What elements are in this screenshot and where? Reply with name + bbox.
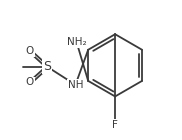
Text: O: O [25,77,34,88]
Text: O: O [25,46,34,56]
Text: NH: NH [68,80,83,90]
Text: F: F [112,120,118,130]
Text: S: S [43,60,52,73]
Text: NH₂: NH₂ [67,37,87,47]
